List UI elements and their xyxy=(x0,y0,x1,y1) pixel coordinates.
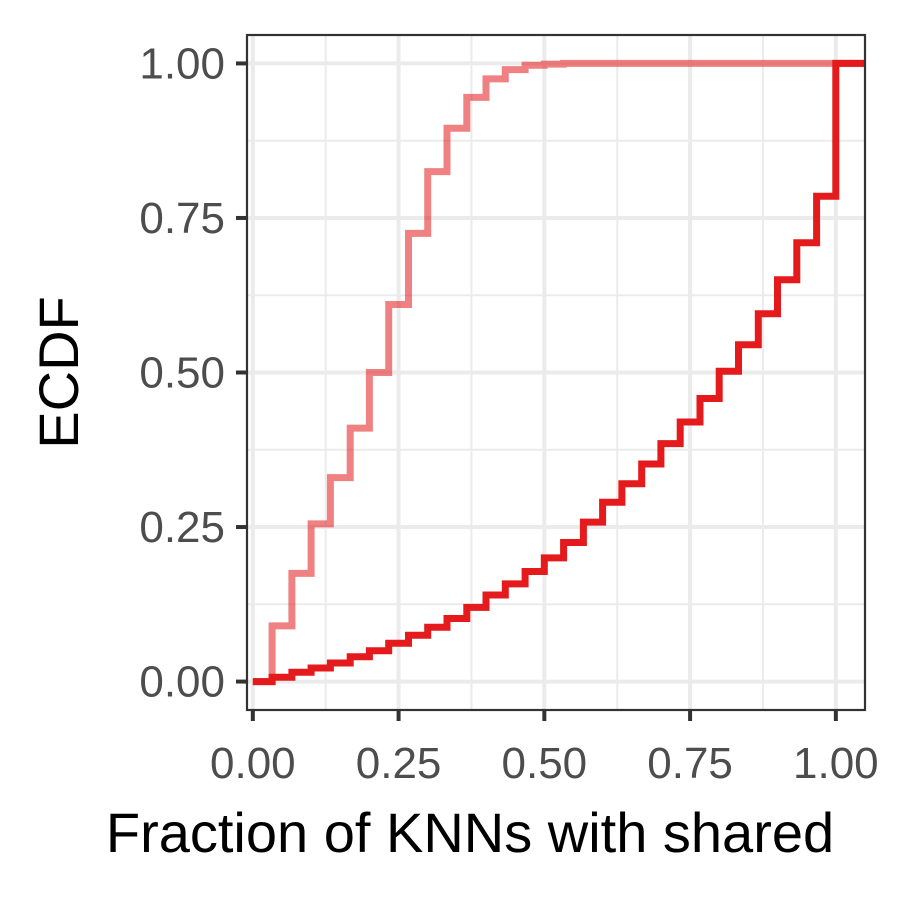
ecdf-series-2-line xyxy=(252,59,865,686)
y-tick-label: 0.00 xyxy=(139,658,225,707)
y-tick-label: 0.75 xyxy=(139,194,225,243)
y-tick-label: 0.25 xyxy=(139,503,225,552)
x-axis: 0.00 0.25 0.50 0.75 1.00 xyxy=(210,710,879,788)
major-gridlines xyxy=(247,35,865,710)
x-tick-label: 1.00 xyxy=(793,739,879,788)
series-layer xyxy=(252,59,865,686)
y-axis: 0.00 0.25 0.50 0.75 1.00 xyxy=(139,39,247,707)
y-axis-title: ECDF xyxy=(27,296,90,448)
x-tick-label: 0.25 xyxy=(356,739,442,788)
y-tick-label: 0.50 xyxy=(139,349,225,398)
x-tick-label: 0.75 xyxy=(647,739,733,788)
ecdf-series-1-line xyxy=(252,59,865,686)
x-tick-label: 0.50 xyxy=(502,739,588,788)
x-axis-title: Fraction of KNNs with shared xyxy=(106,801,834,864)
y-tick-label: 1.00 xyxy=(139,39,225,88)
x-tick-label: 0.00 xyxy=(210,739,296,788)
